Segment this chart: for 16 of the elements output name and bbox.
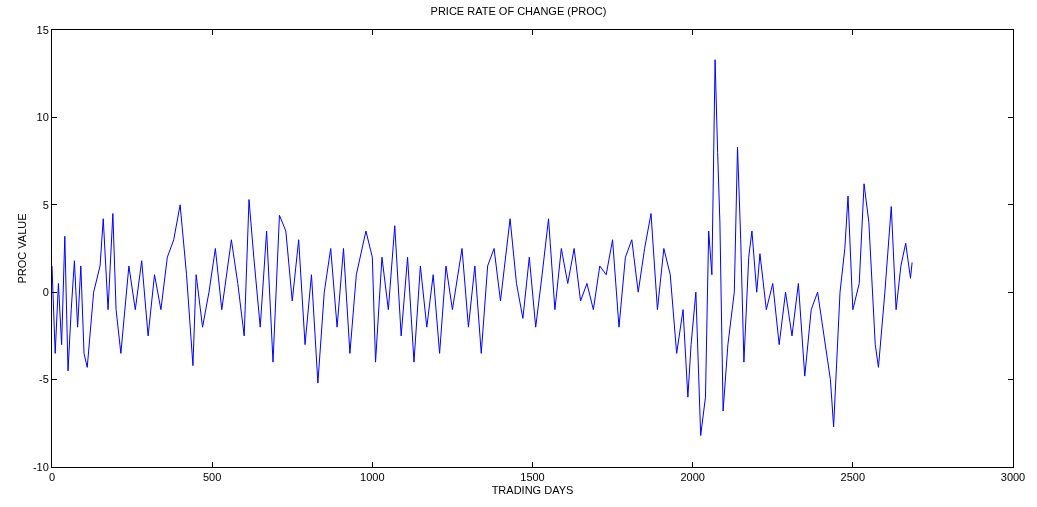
y-tick-label: 5: [42, 198, 49, 211]
x-tick-label: 2500: [840, 471, 866, 484]
y-tick-label: -5: [39, 373, 49, 386]
y-tick-label: 0: [42, 286, 49, 299]
x-tick-label: 1000: [360, 471, 385, 484]
x-axis-title: TRADING DAYS: [491, 484, 574, 497]
chart-title: PRICE RATE OF CHANGE (PROC): [430, 5, 607, 18]
x-tick-label: 3000: [1000, 471, 1026, 484]
y-tick-label: 10: [36, 111, 49, 124]
x-tick-label: 500: [202, 471, 222, 484]
y-axis-title: PROC VALUE: [15, 213, 28, 284]
x-tick-label: 1500: [520, 471, 545, 484]
y-tick-label: 15: [36, 23, 49, 36]
line-series: [52, 59, 913, 437]
x-tick-label: 2000: [680, 471, 705, 484]
y-tick-label: -10: [32, 460, 49, 473]
